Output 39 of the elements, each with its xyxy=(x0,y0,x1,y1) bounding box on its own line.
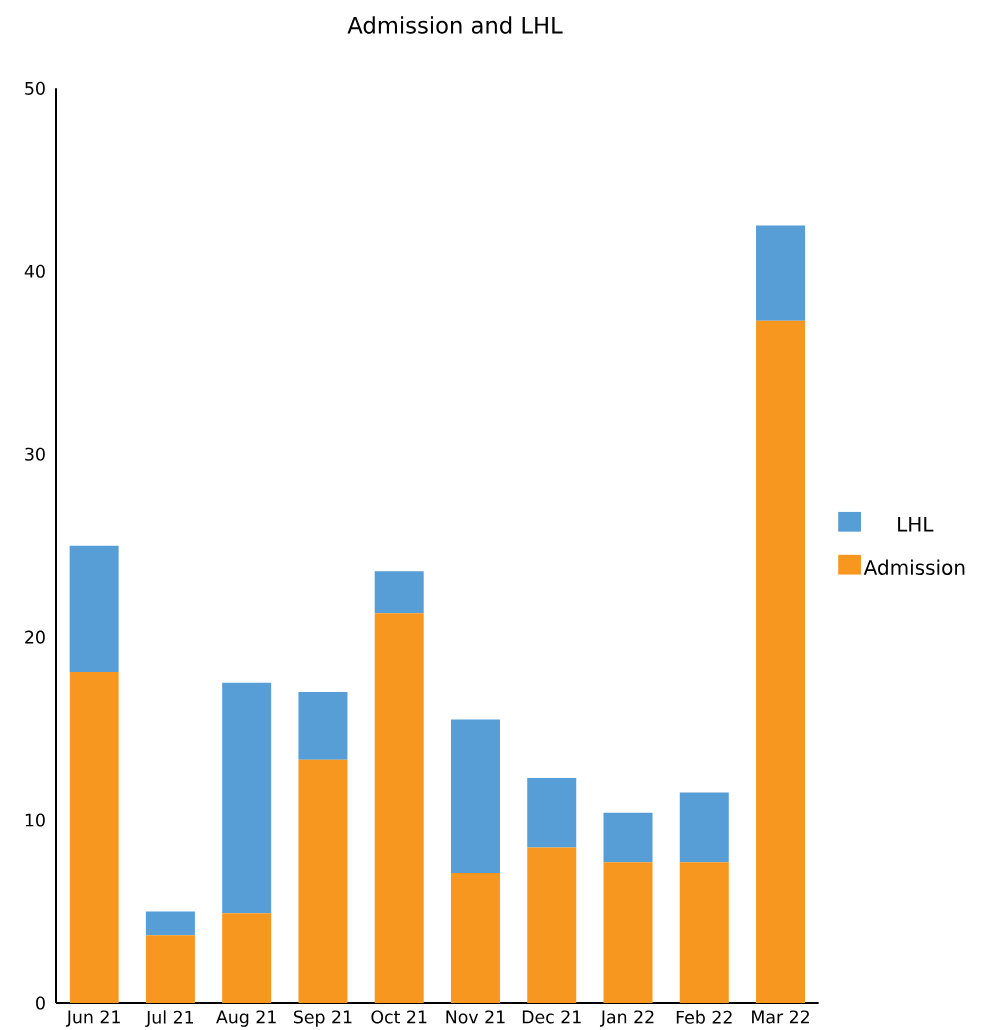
bar xyxy=(145,911,195,936)
bar xyxy=(450,873,500,1003)
x-tick-label: Jun 21 xyxy=(65,1010,120,1027)
x-tick-label: Sep 21 xyxy=(293,1010,352,1027)
y-tick-label: 40 xyxy=(24,264,45,278)
x-tick-label: Oct 21 xyxy=(371,1010,427,1024)
x-tick-label: Dec 21 xyxy=(522,1010,581,1024)
x-tick-label: Aug 21 xyxy=(216,1010,276,1027)
legend-label: LHL xyxy=(898,516,934,532)
bar xyxy=(69,545,119,672)
x-tick-label: Mar 22 xyxy=(752,1010,809,1024)
bar xyxy=(527,777,577,848)
chart-title: Admission and LHL xyxy=(347,16,563,34)
y-tick-label: 0 xyxy=(36,996,45,1010)
bar xyxy=(603,862,653,1003)
bar xyxy=(679,792,729,863)
legend-label: Admission xyxy=(863,559,965,576)
bar xyxy=(298,759,348,1003)
x-tick-label: Jan 22 xyxy=(599,1010,654,1027)
bar xyxy=(450,719,500,874)
x-tick-label: Nov 21 xyxy=(446,1010,505,1024)
x-tick-label: Feb 22 xyxy=(676,1010,732,1024)
x-tick-label: Jul 21 xyxy=(145,1010,194,1028)
bar xyxy=(222,682,272,914)
bar xyxy=(603,812,653,863)
bar xyxy=(374,613,424,1003)
bar xyxy=(298,692,348,760)
y-tick-label: 30 xyxy=(25,447,45,461)
y-tick-label: 50 xyxy=(25,81,45,95)
y-tick-label: 10 xyxy=(25,813,45,827)
bar xyxy=(527,847,577,1003)
bar xyxy=(756,320,806,1003)
bar xyxy=(69,671,119,1003)
bar xyxy=(679,862,729,1003)
bar xyxy=(222,913,272,1003)
bar xyxy=(756,225,806,321)
bar xyxy=(374,571,424,614)
y-tick-label: 20 xyxy=(25,630,45,644)
bar xyxy=(145,935,195,1003)
